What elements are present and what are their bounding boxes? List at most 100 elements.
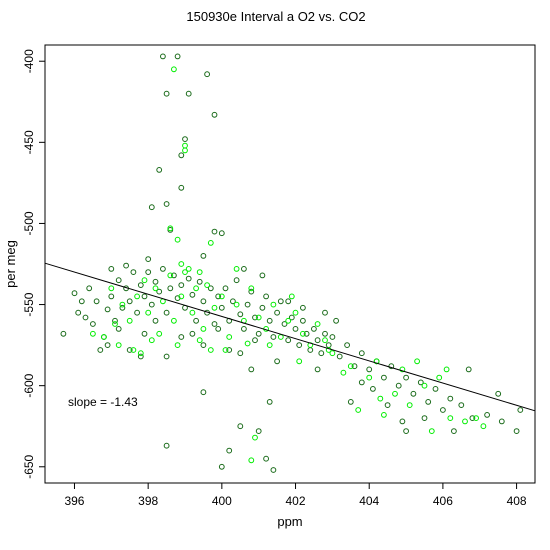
data-point [104, 342, 111, 349]
data-point [318, 350, 325, 357]
data-point [399, 366, 406, 373]
data-point [425, 399, 432, 405]
data-point [108, 266, 115, 272]
data-point [222, 347, 229, 353]
data-point [403, 374, 410, 381]
data-point [141, 293, 148, 300]
data-point [252, 314, 258, 321]
data-point [458, 402, 465, 409]
data-point [277, 334, 284, 340]
data-point [311, 326, 317, 332]
data-point [90, 330, 96, 337]
data-point [182, 147, 188, 154]
data-point [358, 379, 365, 386]
data-point [222, 285, 229, 292]
data-point [255, 330, 262, 337]
data-point [347, 363, 354, 370]
data-point [182, 269, 188, 276]
data-point [248, 457, 255, 464]
data-point [230, 298, 236, 305]
data-point [189, 291, 196, 298]
data-point [141, 277, 148, 284]
data-point [329, 350, 336, 357]
data-point [263, 293, 270, 300]
data-point [215, 326, 222, 332]
data-point [163, 201, 170, 207]
data-point [237, 350, 244, 357]
data-point [171, 66, 177, 73]
data-point [314, 337, 321, 344]
fit-layer [44, 262, 536, 412]
data-point [465, 366, 472, 373]
data-point [307, 347, 314, 353]
data-point [196, 269, 203, 276]
data-point [255, 428, 262, 435]
data-point [152, 285, 159, 292]
data-point [171, 317, 177, 324]
data-point [148, 337, 155, 344]
y-tick-label: -550 [22, 292, 36, 316]
data-point [300, 304, 306, 311]
data-point [156, 330, 163, 337]
data-point [498, 418, 505, 425]
data-point [145, 269, 152, 276]
data-point [266, 342, 273, 349]
slope-annotation: slope = -1.43 [68, 395, 138, 409]
data-point [233, 301, 240, 308]
x-tick-label: 402 [286, 494, 306, 508]
x-axis-label: ppm [277, 514, 302, 529]
data-point [252, 434, 258, 441]
data-point [71, 290, 78, 297]
data-point [130, 347, 137, 353]
data-point [141, 330, 148, 337]
data-point [182, 142, 188, 149]
data-point [303, 330, 310, 337]
data-point [451, 428, 457, 435]
y-tick-label: -500 [22, 211, 36, 235]
data-point [292, 326, 299, 332]
data-point [82, 314, 89, 321]
x-tick-label: 404 [359, 494, 379, 508]
data-point [322, 309, 328, 316]
data-point [395, 382, 402, 389]
data-point [211, 228, 218, 235]
data-point [414, 358, 421, 365]
y-tick-label: -600 [22, 373, 36, 397]
data-point [473, 415, 480, 422]
data-point [160, 266, 166, 272]
data-point [163, 353, 170, 360]
data-point [233, 277, 240, 284]
data-point [417, 379, 424, 386]
data-point [86, 285, 93, 292]
data-point [292, 309, 299, 316]
data-point [314, 321, 321, 327]
data-point [134, 309, 141, 316]
data-point [355, 407, 362, 413]
data-point [207, 347, 214, 353]
data-point [428, 428, 435, 435]
y-tick-label: -450 [22, 130, 36, 154]
data-point [495, 390, 502, 397]
data-point [241, 326, 247, 332]
data-point [285, 298, 292, 305]
data-point [115, 326, 122, 332]
data-point [178, 282, 185, 289]
data-point [241, 266, 247, 272]
data-point [447, 395, 454, 402]
data-point [366, 374, 373, 381]
data-point [277, 298, 284, 305]
data-point [130, 269, 137, 276]
data-point [270, 467, 277, 473]
data-point [93, 298, 100, 305]
data-point [266, 317, 273, 324]
data-point [193, 285, 200, 292]
data-point [200, 298, 207, 305]
data-point [381, 412, 387, 418]
data-point [329, 334, 336, 340]
data-point [145, 309, 152, 316]
data-point [119, 304, 126, 311]
data-point [171, 272, 177, 279]
data-point [244, 301, 251, 308]
data-point [178, 261, 185, 267]
data-point [178, 334, 185, 340]
